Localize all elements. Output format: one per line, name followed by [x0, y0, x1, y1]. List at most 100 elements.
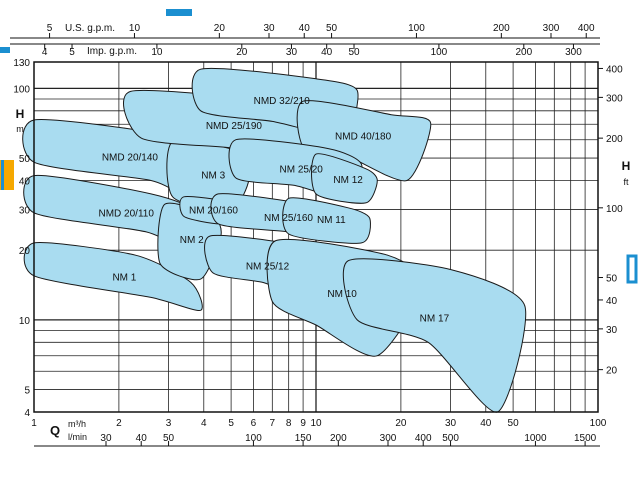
tick-label-lmin: 300: [380, 433, 397, 444]
tick-label-x: 1: [31, 418, 37, 429]
tick-label-lmin: 500: [442, 433, 459, 444]
plot-border: [33, 61, 599, 413]
tick-label-x: 3: [166, 418, 172, 429]
tick-label-x: 9: [300, 418, 306, 429]
tick-label-us: 20: [214, 23, 226, 34]
tick-label-us: 50: [326, 23, 338, 34]
tick-label-x: 4: [201, 418, 207, 429]
curve-label: NMD 20/110: [98, 208, 154, 219]
tick-label-x: 2: [116, 418, 122, 429]
tick-label-x: 8: [286, 418, 292, 429]
curve-label: NMD 40/180: [335, 132, 392, 143]
tick-label-x: 50: [508, 418, 520, 429]
tick-label-y-left: 20: [19, 246, 31, 257]
curve-label: NMD 25/190: [206, 121, 263, 132]
edge-tab-left-mid-border: [1, 160, 4, 190]
tick-label-y-right: 50: [606, 274, 618, 285]
tick-label-y-left: 100: [13, 84, 30, 95]
curve-label: NM 3: [201, 171, 225, 182]
tick-label-x: 10: [310, 418, 322, 429]
tick-label-y-right: 200: [606, 134, 623, 145]
tick-label-y-right: 20: [606, 366, 618, 377]
tick-label-imp: 5: [69, 47, 75, 58]
tick-label-x: 100: [590, 418, 607, 429]
tick-label-imp: 40: [321, 47, 333, 58]
tick-label-y-left: 10: [19, 316, 31, 327]
tick-label-y-right: 40: [606, 296, 618, 307]
x-axis-title: Q: [50, 423, 60, 438]
tick-label-us: 5: [47, 23, 53, 34]
tick-label-imp: 4: [42, 47, 48, 58]
tick-label-us: 400: [578, 23, 595, 34]
tick-label-imp: 300: [565, 47, 582, 58]
y-axis-unit-right: ft: [623, 177, 629, 187]
tick-label-us: 200: [493, 23, 510, 34]
tick-label-x: 30: [445, 418, 457, 429]
tick-label-x: 20: [395, 418, 407, 429]
y-axis-unit-left: m: [16, 124, 24, 134]
tick-label-us: 30: [263, 23, 275, 34]
plot-frame: [10, 37, 600, 447]
tick-label-imp: 50: [348, 47, 360, 58]
y-axis-title-right: H: [622, 159, 631, 173]
tick-label-imp: 200: [515, 47, 532, 58]
curve-label: NM 20/160: [189, 206, 238, 217]
curve-label: NM 1: [112, 272, 136, 283]
curve-label: NMD 20/140: [102, 152, 159, 163]
top-scale-imp-label: Imp. g.p.m.: [87, 46, 137, 57]
curve-label: NM 25/12: [246, 261, 290, 272]
top-scale-us-label: U.S. g.p.m.: [65, 23, 115, 34]
pump-curve-area: [342, 258, 527, 413]
edge-tab-top: [166, 9, 192, 16]
tick-label-y-right: 100: [606, 204, 623, 215]
tick-label-imp: 10: [151, 47, 163, 58]
tick-label-y-left: 30: [19, 205, 31, 216]
tick-label-x: 7: [270, 418, 276, 429]
tick-label-y-left: 130: [13, 58, 30, 69]
pump-curve-area: [282, 197, 371, 244]
curve-label: NM 11: [317, 215, 346, 226]
curve-label: NM 12: [333, 175, 363, 186]
tick-label-y-left: 40: [19, 177, 31, 188]
tick-label-lmin: 1000: [524, 433, 547, 444]
tick-label-y-left: 50: [19, 154, 31, 165]
tick-label-lmin: 30: [100, 433, 112, 444]
tick-label-lmin: 1500: [574, 433, 597, 444]
tick-label-lmin: 50: [163, 433, 175, 444]
pump-curves: [22, 67, 527, 413]
tick-label-x: 40: [480, 418, 492, 429]
tick-label-imp: 20: [236, 47, 248, 58]
tick-label-lmin: 100: [245, 433, 262, 444]
curve-label: NM 2: [180, 235, 204, 246]
edge-tab-left-top: [0, 47, 10, 53]
edge-tab-right: [626, 254, 638, 284]
tick-label-us: 100: [408, 23, 425, 34]
tick-label-lmin: 200: [330, 433, 347, 444]
curve-label: NM 17: [420, 313, 450, 324]
tick-label-us: 40: [299, 23, 311, 34]
tick-label-us: 300: [543, 23, 560, 34]
tick-label-x: 6: [251, 418, 257, 429]
tick-label-y-right: 30: [606, 325, 618, 336]
tick-label-lmin: 40: [136, 433, 148, 444]
curve-label: NM 25/160: [264, 213, 313, 224]
tick-label-y-left: 5: [24, 386, 30, 397]
tick-label-lmin: 400: [415, 433, 432, 444]
tick-label-y-right: 300: [606, 93, 623, 104]
tick-label-imp: 30: [286, 47, 298, 58]
curve-label: NM 10: [327, 289, 357, 300]
curve-labels: NM 1 NMD 20/110 NMD 20/140 NM 2 NM 3 NM 20/16…: [98, 96, 450, 324]
y-axis-title: H: [16, 107, 25, 121]
tick-label-y-right: 400: [606, 64, 623, 75]
x-axis-unit-alt: l/min: [68, 432, 87, 442]
x-axis-unit: m³/h: [68, 419, 86, 429]
axis-ticks: 5 10 20 30 40 50 100 200 300 400 4 5 10 20 30 40 50 100 20…: [13, 23, 623, 446]
tick-label-us: 10: [129, 23, 141, 34]
curve-label: NMD 32/210: [254, 96, 311, 107]
tick-label-imp: 100: [431, 47, 448, 58]
tick-label-x: 5: [228, 418, 234, 429]
curve-label: NM 25/20: [280, 164, 324, 175]
tick-label-y-left: 4: [24, 408, 30, 419]
pump-curve-area: [311, 153, 378, 204]
